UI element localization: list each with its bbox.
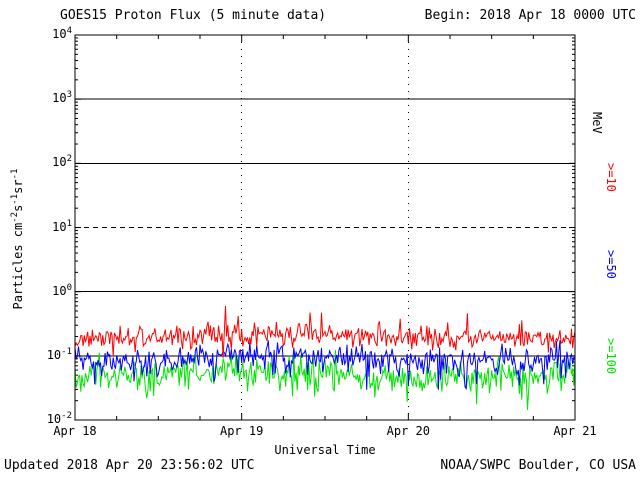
right-axis-label-50: >=50 [604,250,618,279]
x-tick-label-apr-19: Apr 19 [219,424,264,438]
plot-frame [74,34,576,421]
x-tick-label-apr-20: Apr 20 [386,424,430,438]
y-tick-label-10e1: 101 [52,218,72,234]
x-axis-label: Universal Time [274,443,376,457]
y-tick-label-10e0: 100 [52,282,72,298]
series-line-ge10mev [75,305,575,358]
updated-timestamp-label: Updated 2018 Apr 20 23:56:02 UTC [4,458,255,473]
x-tick-label-apr-21: Apr 21 [553,424,597,438]
begin-timestamp-label: Begin: 2018 Apr 18 0000 UTC [424,8,636,23]
chart-title: GOES15 Proton Flux (5 minute data) [60,8,327,23]
source-attribution-label: NOAA/SWPC Boulder, CO USA [440,458,636,473]
y-tick-label-10e2: 102 [52,154,72,170]
series-line-ge50mev [75,340,575,391]
y-tick-label-10e-1: 10-1 [46,346,72,362]
y-tick-label-10e-2: 10-2 [46,411,72,427]
x-tick-label-apr-18: Apr 18 [53,424,97,438]
right-axis-label-10: >=10 [604,163,618,192]
y-axis-label: Particles cm-2s-1sr-1 [10,168,25,310]
right-axis-label-mev: MeV [590,112,604,134]
y-tick-label-10e3: 103 [52,90,72,106]
right-axis-label-100: >=100 [604,338,618,375]
y-tick-label-10e4: 104 [52,26,72,42]
